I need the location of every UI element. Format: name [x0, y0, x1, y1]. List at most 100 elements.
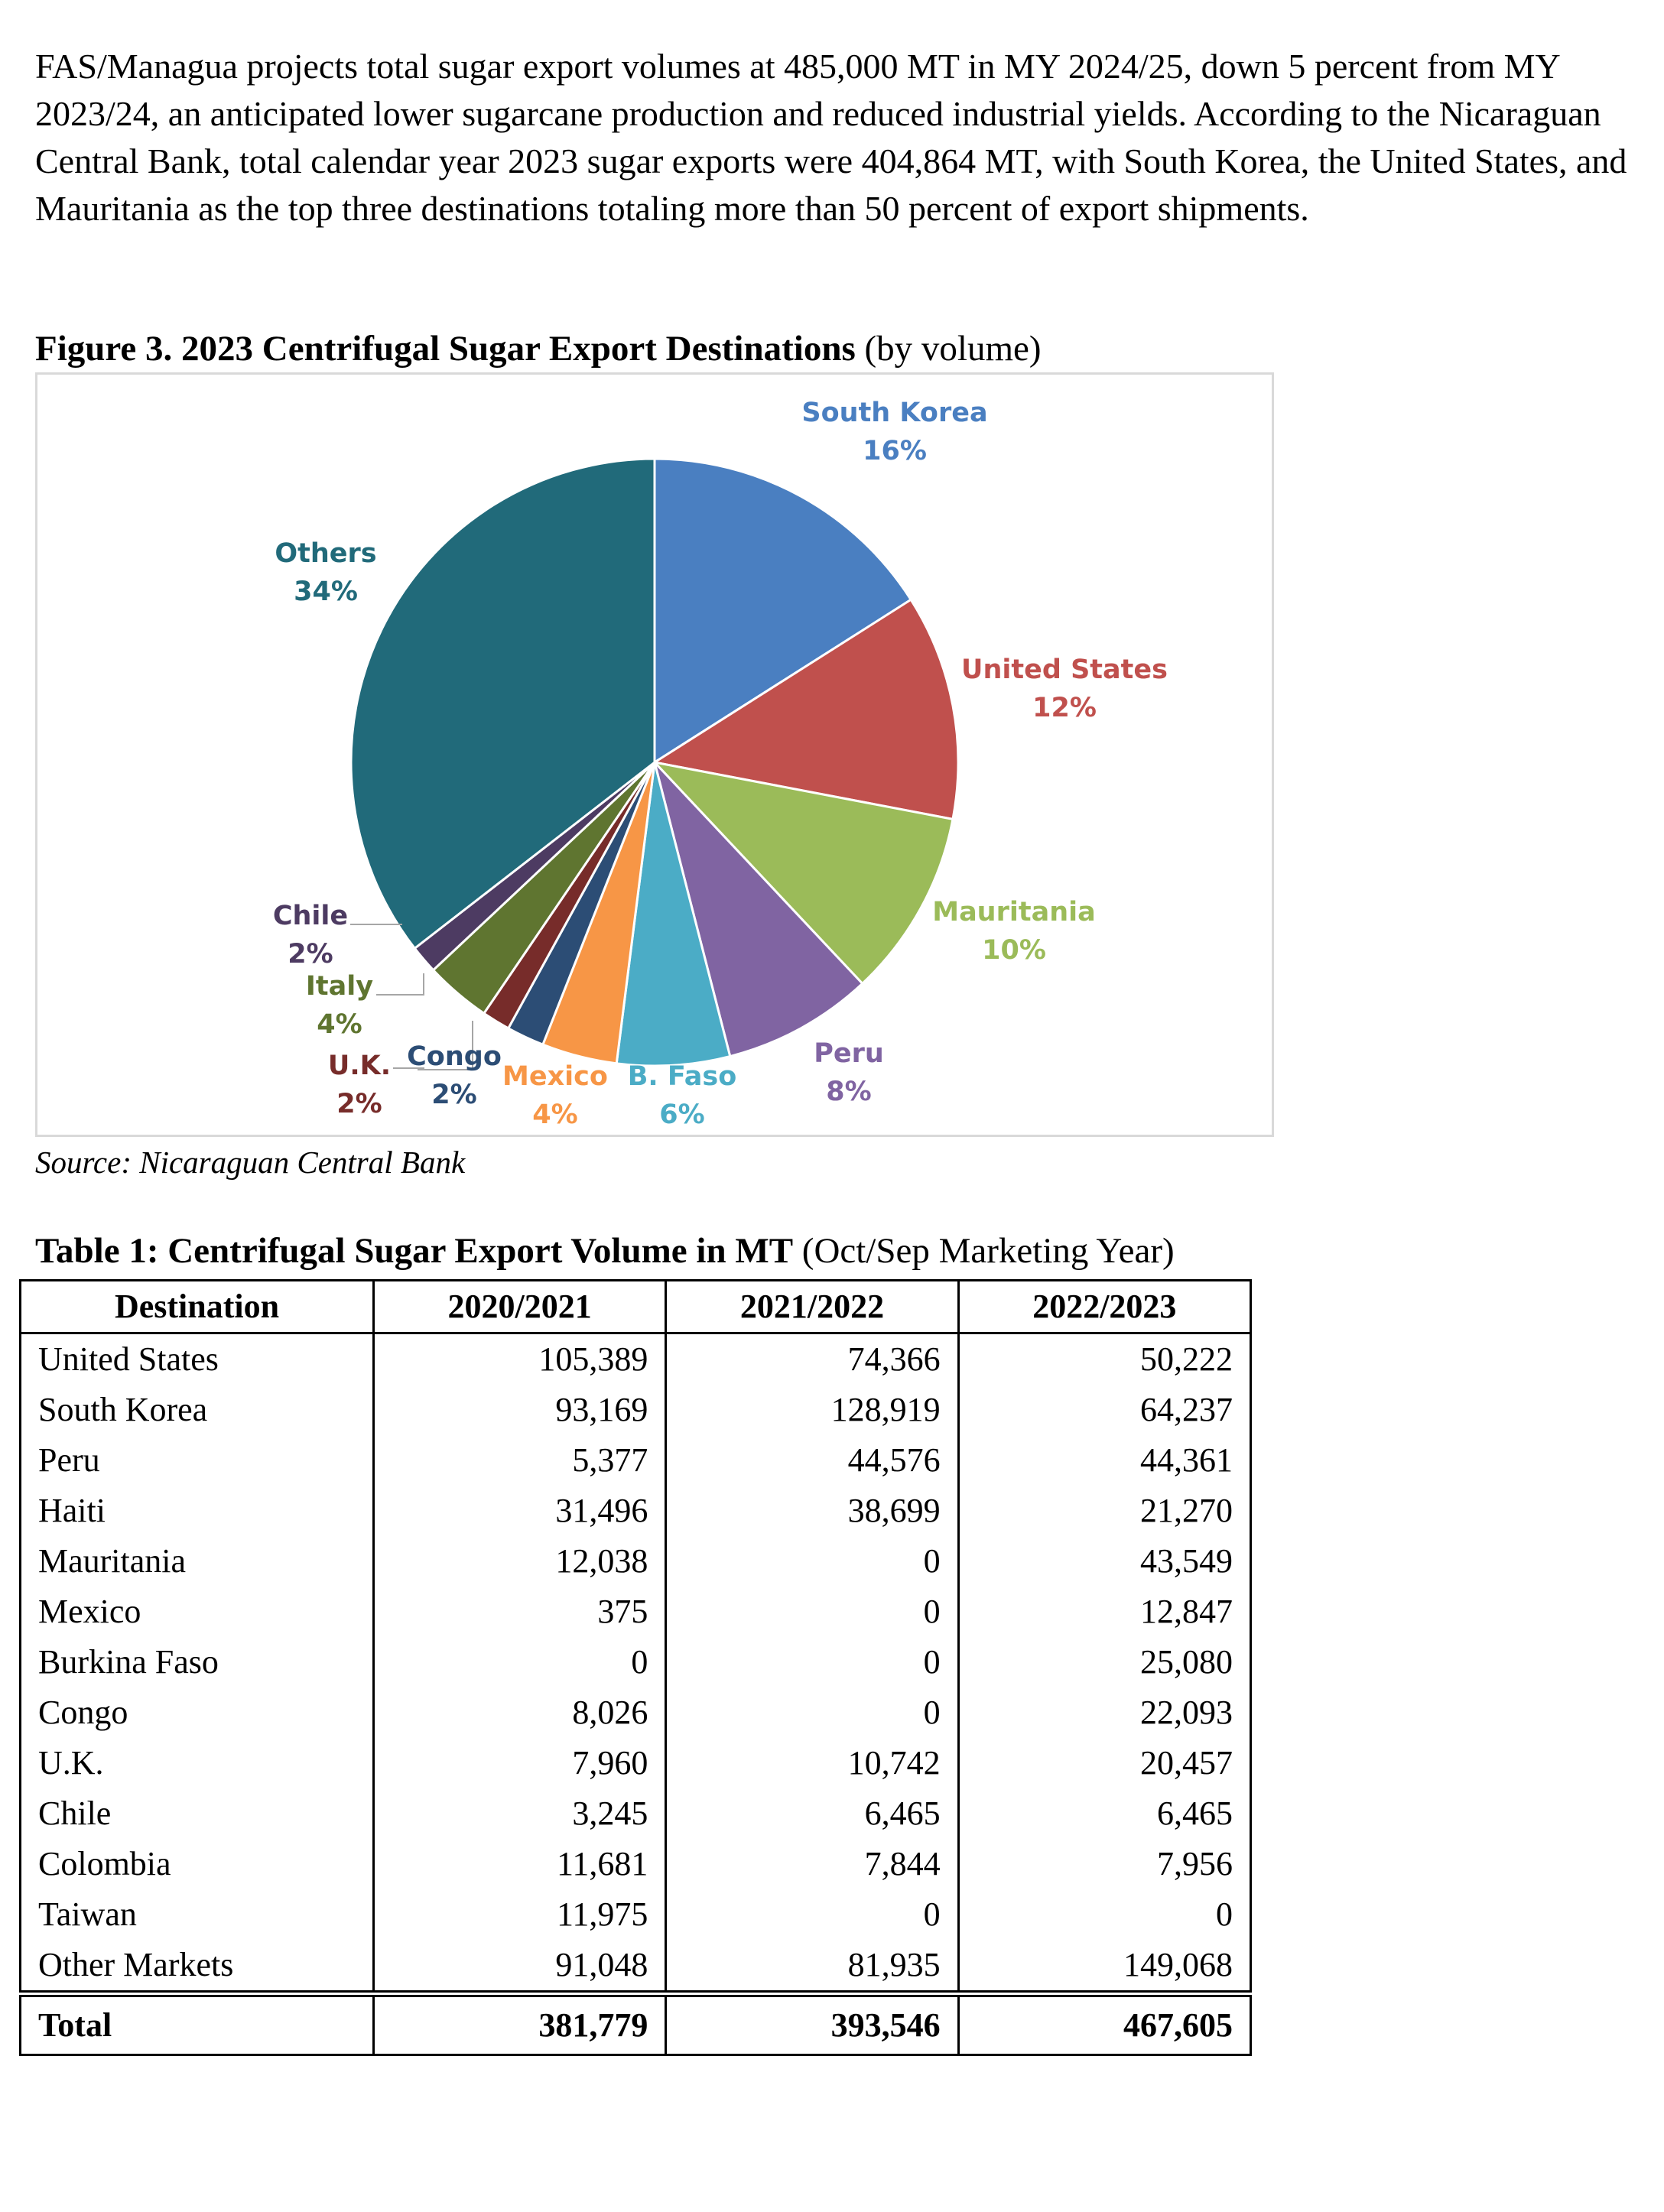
slice-label-chile: Chile [273, 901, 348, 931]
table-row: Chile 3,245 6,465 6,465 [19, 1788, 1253, 1839]
total-label: Total [19, 1990, 375, 2056]
destination-cell: Mexico [19, 1587, 375, 1637]
volume-cell: 6,465 [665, 1788, 960, 1839]
volume-cell: 5,377 [372, 1435, 668, 1486]
volume-cell: 7,844 [665, 1839, 960, 1889]
volume-cell: 12,038 [372, 1536, 668, 1587]
volume-cell: 38,699 [665, 1486, 960, 1536]
slice-pct-others: 34% [294, 577, 358, 607]
slice-label-u-k: U.K. [328, 1051, 391, 1081]
table-row: Congo 8,026 0 22,093 [19, 1687, 1253, 1738]
pie-slice-south-korea [653, 457, 913, 765]
destination-cell: Burkina Faso [19, 1637, 375, 1687]
volume-cell: 128,919 [665, 1385, 960, 1435]
volume-cell: 81,935 [665, 1940, 960, 1995]
volume-cell: 7,960 [372, 1738, 668, 1788]
slice-label-mexico: Mexico [502, 1061, 608, 1092]
volume-cell: 44,576 [665, 1435, 960, 1486]
slice-pct-united-states: 12% [1032, 693, 1097, 723]
figure-title: Figure 3. 2023 Centrifugal Sugar Export … [35, 326, 1042, 372]
slice-label-peru: Peru [814, 1038, 884, 1069]
volume-cell: 93,169 [372, 1385, 668, 1435]
export-volume-table: Destination 2020/2021 2021/2022 2022/202… [19, 1279, 1253, 2056]
table-row: United States 105,389 74,366 50,222 [19, 1333, 1253, 1385]
table-header-row: Destination 2020/2021 2021/2022 2022/202… [19, 1279, 1253, 1334]
slice-label-b-faso: B. Faso [628, 1061, 737, 1092]
volume-cell: 22,093 [957, 1687, 1253, 1738]
destination-cell: South Korea [19, 1385, 375, 1435]
slice-label-united-states: United States [961, 655, 1168, 685]
leader-line-u-k [393, 1067, 424, 1070]
pie-slice-b-faso [615, 762, 732, 1067]
volume-cell: 0 [957, 1889, 1253, 1940]
total-cell: 467,605 [957, 1990, 1253, 2056]
table-row: U.K. 7,960 10,742 20,457 [19, 1738, 1253, 1788]
slice-pct-u-k: 2% [336, 1089, 382, 1119]
volume-cell: 0 [665, 1687, 960, 1738]
volume-cell: 25,080 [957, 1637, 1253, 1687]
volume-cell: 0 [665, 1587, 960, 1637]
destination-cell: United States [19, 1333, 375, 1385]
intro-paragraph: FAS/Managua projects total sugar export … [35, 47, 1627, 228]
destination-cell: Other Markets [19, 1940, 375, 1995]
volume-cell: 11,681 [372, 1839, 668, 1889]
volume-cell: 12,847 [957, 1587, 1253, 1637]
pie-chart: South Korea 16% United States 12% Mauritania… [273, 398, 1168, 1130]
table-row: Burkina Faso 0 0 25,080 [19, 1637, 1253, 1687]
table-body: United States 105,389 74,366 50,222 South Ko… [19, 1333, 1253, 2056]
table-title: Table 1: Centrifugal Sugar Export Volume… [35, 1228, 1175, 1274]
volume-cell: 0 [372, 1637, 668, 1687]
slice-label-congo: Congo [407, 1041, 502, 1072]
volume-cell: 3,245 [372, 1788, 668, 1839]
figure-source: Source: Nicaraguan Central Bank [35, 1145, 466, 1180]
volume-cell: 74,366 [665, 1333, 960, 1385]
slice-label-italy: Italy [306, 971, 373, 1002]
volume-cell: 43,549 [957, 1536, 1253, 1587]
total-cell: 393,546 [665, 1990, 960, 2056]
total-cell: 381,779 [372, 1990, 668, 2056]
table-row: Mexico 375 0 12,847 [19, 1587, 1253, 1637]
pie-slice-united-states [651, 598, 960, 821]
table-title-rest: (Oct/Sep Marketing Year) [793, 1231, 1175, 1271]
destination-cell: Taiwan [19, 1889, 375, 1940]
volume-cell: 11,975 [372, 1889, 668, 1940]
slice-pct-mauritania: 10% [982, 935, 1046, 966]
leader-line-italy [376, 973, 424, 996]
volume-cell: 375 [372, 1587, 668, 1637]
table-row: Mauritania 12,038 0 43,549 [19, 1536, 1253, 1587]
volume-cell: 44,361 [957, 1435, 1253, 1486]
leader-line-congo [418, 1021, 473, 1070]
destination-cell: Mauritania [19, 1536, 375, 1587]
slice-pct-b-faso: 6% [659, 1100, 704, 1130]
destination-cell: Colombia [19, 1839, 375, 1889]
volume-cell: 64,237 [957, 1385, 1253, 1435]
slice-pct-south-korea: 16% [863, 436, 927, 466]
figure-title-bold: Figure 3. 2023 Centrifugal Sugar Export … [35, 329, 856, 369]
volume-cell: 149,068 [957, 1940, 1253, 1995]
volume-cell: 91,048 [372, 1940, 668, 1995]
slice-pct-italy: 4% [317, 1009, 362, 1040]
table-row: Other Markets 91,048 81,935 149,068 [19, 1940, 1253, 1995]
volume-cell: 8,026 [372, 1687, 668, 1738]
destination-cell: Congo [19, 1687, 375, 1738]
volume-cell: 21,270 [957, 1486, 1253, 1536]
volume-cell: 10,742 [665, 1738, 960, 1788]
slice-label-south-korea: South Korea [801, 398, 987, 428]
destination-cell: U.K. [19, 1738, 375, 1788]
table-row: South Korea 93,169 128,919 64,237 [19, 1385, 1253, 1435]
table-title-bold: Table 1: Centrifugal Sugar Export Volume… [35, 1231, 794, 1271]
volume-cell: 0 [665, 1536, 960, 1587]
pie-slice-mauritania [651, 760, 954, 986]
volume-cell: 0 [665, 1637, 960, 1687]
table-row: Haiti 31,496 38,699 21,270 [19, 1486, 1253, 1536]
chart-frame [35, 372, 1274, 1137]
slice-label-others: Others [275, 538, 376, 569]
volume-cell: 31,496 [372, 1486, 668, 1536]
table-row: Peru 5,377 44,576 44,361 [19, 1435, 1253, 1486]
destination-cell: Peru [19, 1435, 375, 1486]
header-2021-2022: 2021/2022 [665, 1279, 960, 1334]
table-row: Taiwan 11,975 0 0 [19, 1889, 1253, 1940]
slice-pct-congo: 2% [431, 1080, 476, 1110]
pie-slice-others [349, 457, 656, 950]
volume-cell: 0 [665, 1889, 960, 1940]
